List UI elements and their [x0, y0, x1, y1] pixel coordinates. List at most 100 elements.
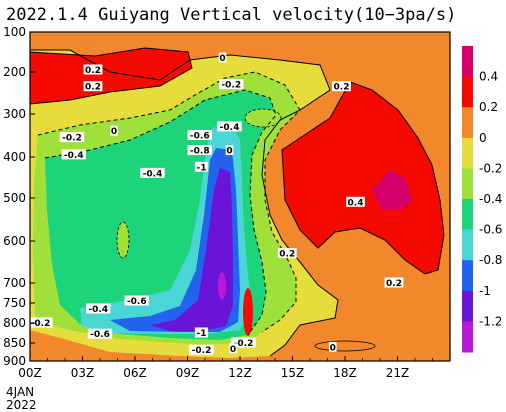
- contour-fill-regions: [30, 48, 444, 358]
- colorbar-swatch: [462, 199, 473, 231]
- x-tick-label: 09Z: [176, 366, 200, 380]
- contour-label-bg: [384, 277, 404, 288]
- contour-label: 0.4: [348, 198, 364, 208]
- y-tick-label: 800: [3, 316, 26, 330]
- x-tick-label: 12Z: [228, 366, 252, 380]
- colorbar-label: -0.4: [479, 192, 502, 206]
- contour-label: -0.4: [64, 151, 84, 161]
- colorbar-swatch: [462, 290, 473, 322]
- y-tick-label: 700: [3, 276, 26, 290]
- x-date-label-year: 2022: [6, 398, 37, 412]
- y-tick-label: 600: [3, 234, 26, 248]
- contour-label-bg: [187, 130, 212, 140]
- contour-label-bg: [59, 132, 85, 143]
- contour-label: -0.2: [31, 319, 51, 329]
- contour-label: 0.2: [85, 66, 101, 76]
- colorbar-label: 0: [479, 131, 487, 145]
- contour-line-pos02-left: [29, 47, 193, 105]
- contour-label-bg: [189, 344, 214, 355]
- contour-label: 0.2: [279, 250, 295, 260]
- contour-label-bg: [61, 149, 86, 160]
- contour-label-bg: [346, 196, 365, 207]
- contour-label-bg: [87, 328, 113, 339]
- colorbar-label: -1.2: [479, 314, 502, 328]
- contour-label: -0.8: [190, 147, 210, 157]
- contour-lines: [29, 47, 445, 357]
- contour-label: -0.6: [90, 330, 110, 340]
- region-magenta-right: [372, 170, 412, 210]
- contour-label: -0.4: [88, 305, 108, 315]
- region-red-bottom: [314, 340, 376, 352]
- contour-label-bg: [140, 167, 165, 178]
- chart-title: 2022.1.4 Guiyang Vertical velocity(10−3p…: [6, 5, 456, 25]
- colorbar-label: -0.6: [479, 223, 502, 237]
- y-tick-label: 200: [3, 65, 26, 79]
- contour-label: 0: [111, 127, 117, 137]
- colorbar-swatch: [462, 107, 473, 139]
- contour-label-bg: [28, 317, 53, 328]
- y-tick-label: 900: [3, 354, 26, 368]
- contour-label: 0: [230, 345, 236, 355]
- x-date-label-day: 4JAN: [6, 385, 34, 399]
- contour-label-bg: [229, 343, 237, 354]
- contour-label: -0.4: [143, 169, 163, 179]
- contour-label-bg: [110, 125, 118, 136]
- y-axis: 100 200 300 400 500 600 700 750 800 850 900: [3, 25, 35, 368]
- x-axis: 00Z 03Z 06Z 09Z 12Z 15Z 18Z 21Z: [18, 356, 433, 380]
- colorbar: 0.4 0.2 0 -0.2 -0.4 -0.6 -0.8 -1 -1.2: [462, 46, 502, 353]
- region-red-topleft: [30, 48, 192, 104]
- contour-label-bg: [217, 121, 242, 132]
- contour-label-bg: [332, 81, 351, 92]
- contour-label-bg: [219, 79, 244, 90]
- contour-label-bg: [328, 341, 337, 352]
- colorbar-swatch: [462, 229, 473, 261]
- contour-label-bg: [83, 64, 103, 75]
- x-tick-label: 06Z: [123, 366, 147, 380]
- contour-label-bg: [231, 337, 256, 348]
- contour-line-neg02: [37, 71, 301, 333]
- contour-label: 0: [330, 343, 336, 353]
- contour-label-bg: [86, 303, 111, 314]
- x-tick-label: 03Z: [71, 366, 95, 380]
- contour-label: 0.2: [334, 83, 350, 93]
- contour-labels: 0.2 0.2 0 -0.2 0.2 0 -0.6 -0.4 -0.2 -0.8 0 -0.4 -1 -0…: [28, 52, 404, 356]
- contour-label: -0.2: [62, 134, 82, 144]
- region-green-blob: [116, 221, 130, 259]
- contour-label-bg: [225, 145, 234, 156]
- x-tick-label: 15Z: [281, 366, 305, 380]
- y-tick-label: 100: [3, 25, 26, 39]
- x-tick-label: 21Z: [386, 366, 410, 380]
- contour-label: -0.4: [220, 123, 240, 133]
- y-tick-label: 400: [3, 150, 26, 164]
- region-red-right: [282, 82, 444, 274]
- contour-label-bg: [194, 327, 209, 338]
- y-tick-label: 300: [3, 107, 26, 121]
- colorbar-label: -0.2: [479, 161, 502, 175]
- colorbar-swatch: [462, 321, 473, 353]
- y-tick-label: 750: [3, 296, 26, 310]
- colorbar-label: 0.4: [479, 70, 498, 84]
- contour-label: 0.2: [85, 83, 101, 93]
- contour-label: 0: [219, 54, 225, 64]
- colorbar-swatch: [462, 260, 473, 292]
- x-date-labels: 4JAN 2022: [6, 385, 37, 412]
- colorbar-swatch: [462, 168, 473, 200]
- contour-label-bg: [194, 161, 209, 172]
- contour-label: -0.2: [221, 81, 241, 91]
- colorbar-swatch: [462, 76, 473, 108]
- region-magenta-core: [218, 272, 226, 300]
- contour-label-bg: [83, 81, 103, 92]
- contour-label-bg: [187, 145, 212, 156]
- contour-label-bg: [218, 52, 227, 63]
- contour-line-zero: [30, 49, 339, 357]
- contour-label: -1: [197, 329, 207, 339]
- region-red-spike: [243, 288, 253, 336]
- contour-label-bg: [277, 248, 297, 259]
- plot-area: 0.2 0.2 0 -0.2 0.2 0 -0.6 -0.4 -0.2 -0.8 0 -0.4 -1 -0…: [28, 31, 451, 362]
- contour-line-neg04: [44, 89, 277, 336]
- region-yellow-blob-top: [244, 108, 282, 128]
- colorbar-label: -1: [479, 284, 491, 298]
- colorbar-label: -0.8: [479, 253, 502, 267]
- contour-line-pos02-right: [281, 81, 445, 275]
